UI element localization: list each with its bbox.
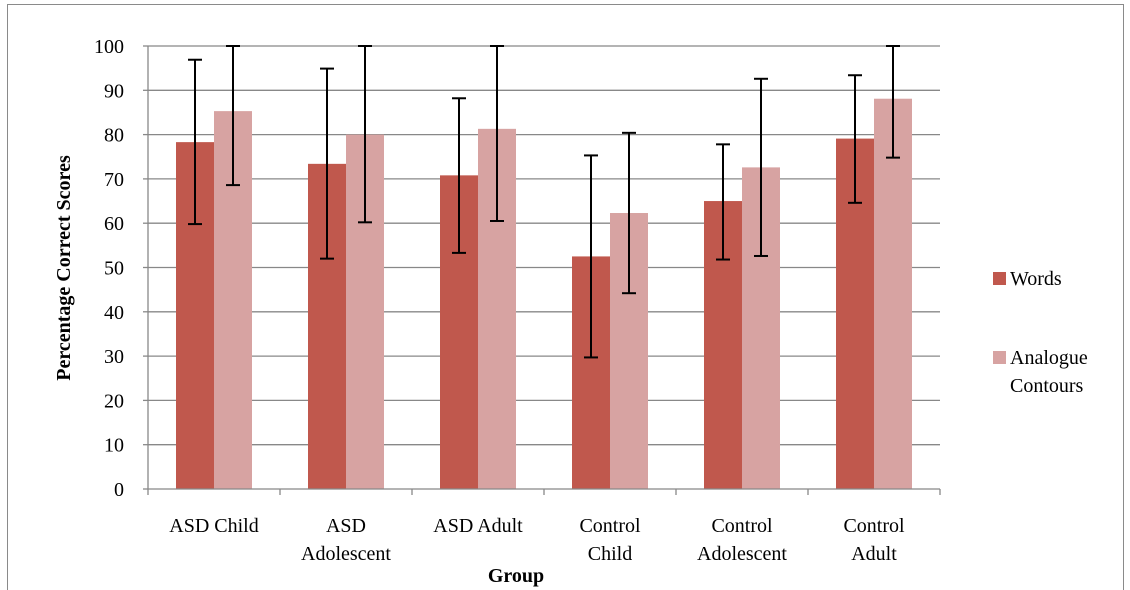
x-axis-title: Group	[488, 565, 544, 587]
axes	[143, 45, 941, 495]
y-tick-label: 90	[104, 80, 124, 102]
bar	[874, 98, 912, 489]
x-category-label: Child	[588, 543, 632, 565]
y-tick-label: 80	[104, 125, 124, 147]
x-category-label: Adult	[851, 543, 897, 565]
y-tick-label: 40	[104, 302, 124, 324]
x-category-label: Control	[579, 515, 641, 537]
chart-frame	[7, 4, 1124, 590]
y-tick-label: 60	[104, 213, 124, 235]
legend-swatch	[993, 272, 1006, 285]
x-category-label: ASD Child	[169, 515, 258, 537]
y-tick-label: 10	[104, 435, 124, 457]
y-tick-label: 30	[104, 346, 124, 368]
x-category-label: ASD	[326, 515, 366, 537]
bars	[176, 98, 912, 490]
x-category-label: ASD Adult	[433, 515, 523, 537]
legend-label: Contours	[1010, 375, 1084, 397]
y-tick-label: 0	[114, 479, 124, 501]
error-bars	[188, 45, 900, 359]
legend-swatch	[993, 351, 1006, 364]
legend-label: Analogue	[1010, 347, 1088, 369]
gridlines	[148, 45, 940, 446]
legend-label: Words	[1010, 268, 1062, 290]
y-tick-labels: 0 10 20 30 40 50 60 70 80 90 100	[94, 36, 124, 501]
y-tick-label: 100	[94, 36, 124, 58]
x-category-label: Adolescent	[301, 543, 391, 565]
legend: Words Analogue Contours	[993, 268, 1088, 397]
x-category-labels: ASD Child ASD Adolescent ASD Adult Control Ch…	[169, 515, 905, 565]
x-category-label: Control	[843, 515, 905, 537]
y-tick-label: 20	[104, 390, 124, 412]
y-tick-label: 70	[104, 169, 124, 191]
y-axis-title: Percentage Correct Scores	[53, 155, 75, 381]
y-tick-label: 50	[104, 258, 124, 280]
x-category-label: Control	[711, 515, 773, 537]
x-category-label: Adolescent	[697, 543, 787, 565]
